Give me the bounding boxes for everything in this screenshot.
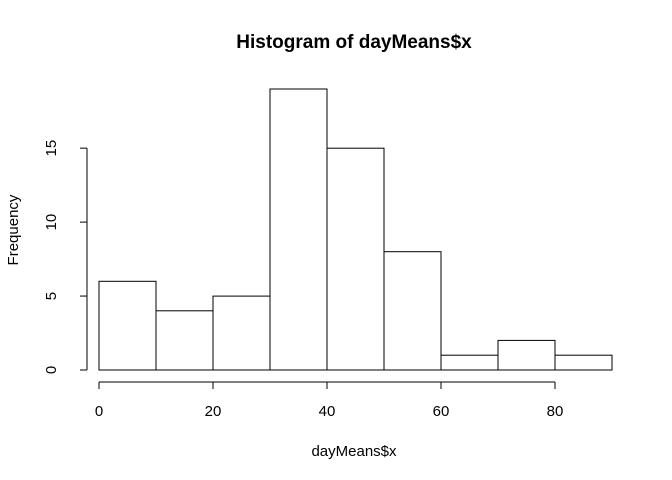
x-tick-label-1: 20 (205, 403, 222, 420)
x-axis: 0 20 40 60 80 (95, 381, 564, 420)
histogram-bar-1 (155, 310, 214, 371)
histogram-bar-7 (497, 339, 556, 371)
histogram-bar-5 (383, 251, 442, 371)
y-tick-label-2: 10 (43, 214, 60, 231)
histogram-bar-0 (98, 280, 157, 371)
x-axis-label: dayMeans$x (311, 443, 397, 460)
x-tick-label-4: 80 (547, 403, 564, 420)
histogram-bar-3 (269, 88, 328, 371)
y-axis: 0 5 10 15 (43, 140, 88, 374)
y-tick-label-3: 15 (43, 140, 60, 157)
y-axis-label: Frequency (5, 194, 22, 265)
chart-title: Histogram of dayMeans$x (236, 32, 472, 53)
x-tick-label-2: 40 (319, 403, 336, 420)
y-tick-label-1: 5 (43, 292, 60, 300)
histogram-bar-8 (554, 354, 613, 371)
histogram-bar-2 (212, 295, 271, 371)
x-tick-label-0: 0 (95, 403, 103, 420)
histogram-bar-6 (440, 354, 499, 371)
y-tick-label-0: 0 (43, 366, 60, 374)
x-tick-label-3: 60 (433, 403, 450, 420)
bars-group (98, 88, 613, 371)
histogram-bar-4 (326, 147, 385, 371)
